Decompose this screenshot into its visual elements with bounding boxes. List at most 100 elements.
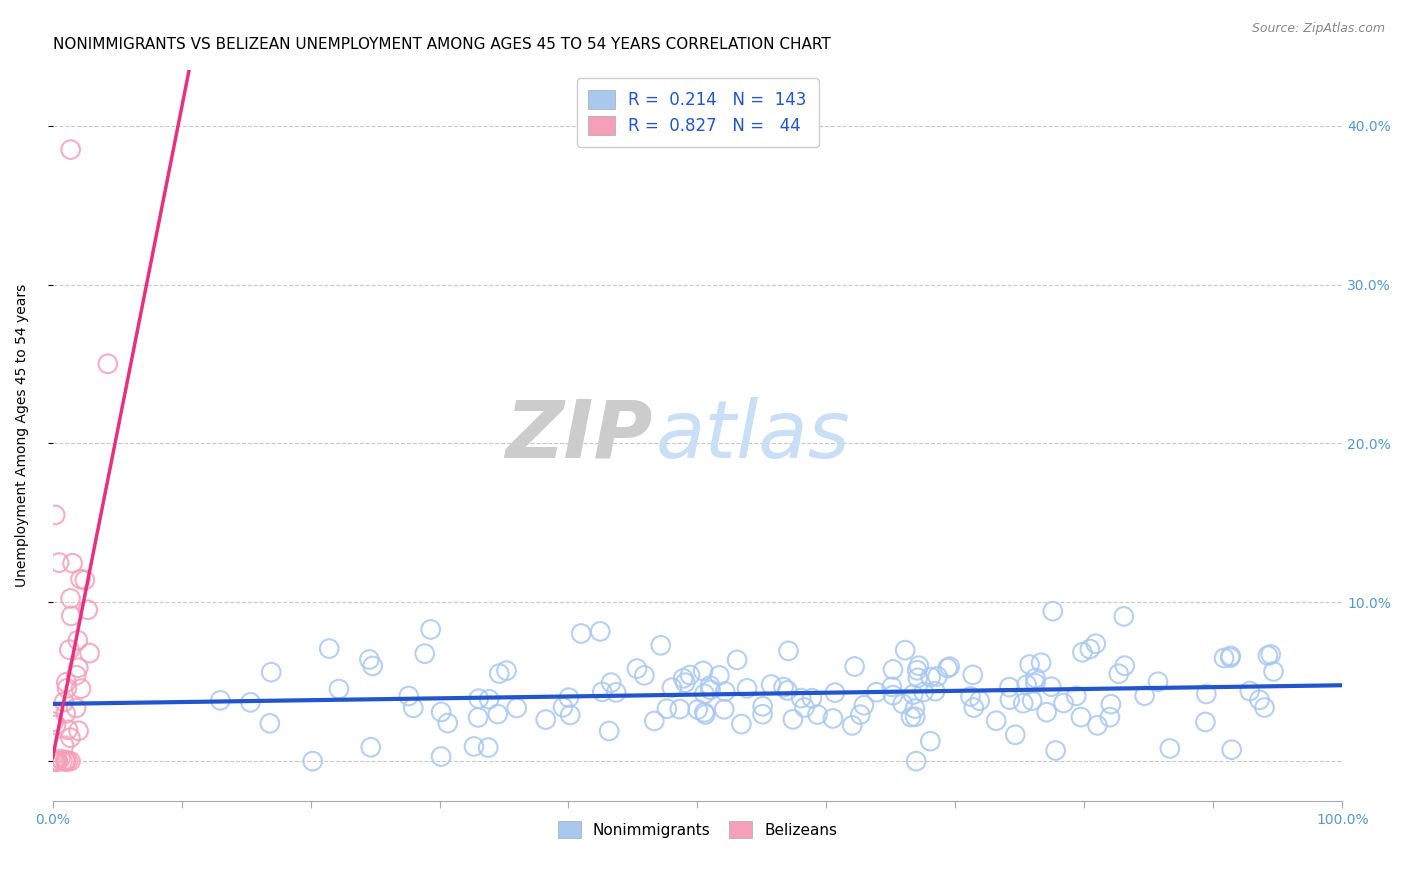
Point (69, 572, 91, 586)
Point (1042, 604, 1064, 618)
Point (1029, 656, 1052, 670)
Point (55, 754, 77, 768)
Point (1219, 650, 1241, 665)
Point (58, 642, 80, 657)
Point (486, 707, 509, 722)
Point (800, 691, 823, 706)
Point (478, 692, 501, 706)
Point (591, 685, 613, 699)
Point (1098, 710, 1121, 724)
Point (1015, 678, 1038, 692)
Point (1260, 648, 1282, 662)
Point (56, 681, 79, 696)
Point (46, 754, 69, 768)
Point (1024, 671, 1046, 685)
Point (1004, 728, 1026, 742)
Point (65, 701, 87, 715)
Text: ZIP: ZIP (505, 397, 652, 475)
Point (904, 710, 927, 724)
Point (97, 357, 120, 371)
Point (938, 659, 960, 673)
Point (806, 707, 828, 722)
Point (430, 749, 453, 764)
Point (60, 609, 83, 624)
Y-axis label: Unemployment Among Ages 45 to 54 years: Unemployment Among Ages 45 to 54 years (15, 284, 30, 587)
Point (1213, 651, 1236, 665)
Point (882, 663, 904, 677)
Point (430, 705, 453, 719)
Point (1035, 705, 1057, 719)
Point (1018, 657, 1040, 672)
Point (907, 671, 929, 685)
Point (70, 681, 93, 696)
Point (558, 690, 581, 705)
Point (398, 689, 420, 703)
Point (48, 556, 70, 570)
Point (841, 718, 863, 732)
Point (560, 708, 582, 723)
Point (679, 668, 702, 682)
Point (53, 695, 76, 709)
Point (1253, 700, 1275, 714)
Point (1219, 648, 1241, 663)
Point (852, 698, 875, 713)
Point (1249, 693, 1271, 707)
Point (905, 754, 928, 768)
Point (776, 683, 799, 698)
Point (59, 143, 82, 157)
Point (488, 666, 510, 681)
Point (865, 685, 887, 699)
Point (998, 680, 1021, 694)
Point (598, 724, 620, 739)
Point (912, 685, 935, 699)
Point (821, 711, 844, 725)
Point (1021, 693, 1043, 707)
Point (44, 754, 66, 768)
Point (402, 701, 425, 715)
Point (1099, 697, 1122, 711)
Point (672, 671, 695, 685)
Point (49, 752, 72, 766)
Point (76, 603, 98, 617)
Point (605, 685, 627, 699)
Point (413, 647, 436, 661)
Point (963, 700, 986, 714)
Point (467, 691, 489, 706)
Legend: Nonimmigrants, Belizeans: Nonimmigrants, Belizeans (551, 814, 844, 845)
Point (849, 707, 872, 722)
Point (824, 686, 846, 700)
Point (778, 644, 800, 658)
Point (904, 701, 927, 715)
Point (986, 714, 1008, 728)
Point (1257, 648, 1279, 663)
Point (55, 754, 77, 768)
Point (730, 717, 752, 731)
Point (67, 723, 90, 738)
Point (419, 623, 441, 637)
Point (633, 668, 655, 682)
Point (1087, 718, 1109, 732)
Point (569, 626, 592, 640)
Point (53, 739, 76, 753)
Point (42, 714, 65, 729)
Point (301, 754, 323, 768)
Text: Source: ZipAtlas.com: Source: ZipAtlas.com (1251, 22, 1385, 36)
Point (260, 665, 283, 680)
Point (59, 754, 82, 768)
Point (328, 681, 350, 696)
Point (959, 690, 981, 704)
Point (1045, 743, 1067, 757)
Point (668, 702, 690, 716)
Point (45, 718, 67, 732)
Point (551, 700, 574, 714)
Point (772, 680, 794, 694)
Point (693, 706, 716, 720)
Point (1220, 742, 1243, 756)
Point (882, 688, 904, 702)
Point (463, 739, 485, 754)
Point (55, 754, 77, 768)
Point (495, 664, 517, 678)
Point (534, 713, 557, 727)
Point (1159, 741, 1181, 756)
Text: atlas: atlas (657, 397, 851, 475)
